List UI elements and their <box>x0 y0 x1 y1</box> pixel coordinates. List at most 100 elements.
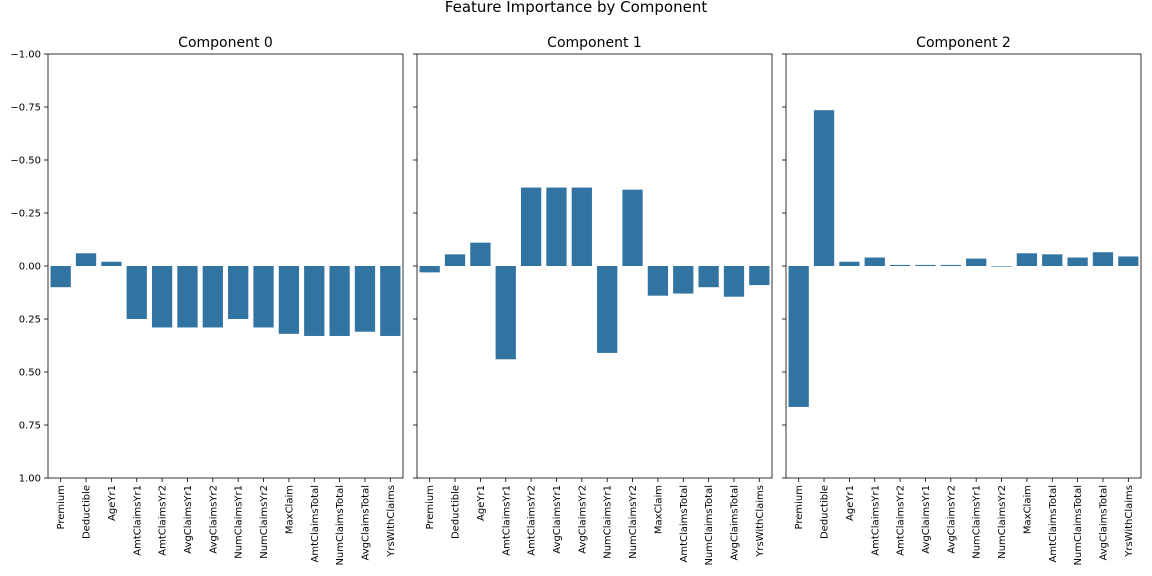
bar <box>1016 253 1038 266</box>
x-tick-label: AmtClaimsYr1 <box>870 485 881 556</box>
chart-panel-0: Component 0 −1.00 −0.75 −0.50 −0.25 0.00 0.25 0… <box>10 35 404 566</box>
bar <box>966 258 987 266</box>
bar <box>1092 252 1114 266</box>
bar <box>278 266 300 334</box>
x-tick-label: AmtClaimsYr1 <box>132 485 143 556</box>
bar <box>419 266 440 273</box>
bar <box>864 257 885 266</box>
x-tick-label: NumClaimsTotal <box>704 485 715 566</box>
x-tick-label: AgeYr1 <box>476 485 487 521</box>
x-tick-label: AmtClaimsYr2 <box>896 485 907 556</box>
x-tick-label: NumClaimsYr1 <box>603 485 614 559</box>
bar <box>940 264 961 266</box>
figure-title: Feature Importance by Component <box>445 0 708 16</box>
bar <box>571 187 592 266</box>
x-tick-label: AvgClaimsYr2 <box>208 485 219 554</box>
bar <box>520 187 542 266</box>
x-tick-label: NumClaimsYr1 <box>234 485 245 559</box>
bar <box>101 261 122 266</box>
bar <box>202 266 223 328</box>
y-tick-label: −0.75 <box>10 103 41 114</box>
x-tick-label: Deductible <box>82 485 93 539</box>
bar <box>380 266 401 336</box>
x-tick-label: AvgClaimsYr1 <box>552 485 563 554</box>
bar <box>1067 257 1088 266</box>
bar <box>177 266 198 328</box>
bar <box>329 266 350 336</box>
x-tick-label: AmtClaimsTotal <box>679 485 690 562</box>
x-tick-label: Deductible <box>820 485 831 539</box>
x-tick-label: NumClaimsYr2 <box>997 485 1008 559</box>
bar <box>673 266 694 294</box>
panel-title: Component 0 <box>178 35 273 51</box>
x-tick-label: AmtClaimsYr2 <box>527 485 538 556</box>
x-tick-label: AgeYr1 <box>845 485 856 521</box>
bar <box>126 266 147 319</box>
y-tick-label: 0.50 <box>19 368 41 379</box>
y-tick-label: −1.00 <box>10 50 41 61</box>
x-tick-label: MaxClaim <box>1022 485 1033 534</box>
bar <box>788 266 809 407</box>
bar <box>495 266 516 360</box>
bar <box>889 264 911 266</box>
x-tick-label: AmtClaimsYr2 <box>158 485 169 556</box>
bar <box>253 266 274 328</box>
bar <box>75 253 97 266</box>
x-tick-label: AvgClaimsTotal <box>360 485 371 561</box>
x-tick-label: NumClaimsYr2 <box>259 485 270 559</box>
x-tick-label: Premium <box>794 485 805 530</box>
bar <box>622 189 643 266</box>
x-tick-label: YrsWithClaims <box>1124 485 1135 558</box>
bar <box>813 110 835 267</box>
y-tick-label: 0.25 <box>19 315 41 326</box>
y-tick-label: −0.50 <box>10 156 41 167</box>
bar <box>749 266 770 286</box>
x-tick-label: MaxClaim <box>653 485 664 534</box>
bar <box>915 264 936 266</box>
bar <box>50 266 71 288</box>
x-tick-label: AvgClaimsYr2 <box>946 485 957 554</box>
bar <box>723 266 745 297</box>
x-tick-label: AvgClaimsTotal <box>1098 485 1109 561</box>
x-tick-label: Premium <box>425 485 436 530</box>
x-tick-label: AgeYr1 <box>107 485 118 521</box>
bar <box>228 266 249 319</box>
x-tick-label: AmtClaimsTotal <box>1048 485 1059 562</box>
bar <box>470 242 491 266</box>
bar <box>151 266 173 328</box>
x-tick-label: NumClaimsTotal <box>335 485 346 566</box>
x-tick-label: AvgClaimsYr2 <box>577 485 588 554</box>
x-tick-label: AvgClaimsYr1 <box>183 485 194 554</box>
bar <box>839 261 860 266</box>
x-tick-label: YrsWithClaims <box>386 485 397 558</box>
x-tick-label: MaxClaim <box>284 485 295 534</box>
chart-panel-2: Component 2 Premium Deductible AgeYr1 AmtCla… <box>782 35 1142 566</box>
chart-panel-1: Component 1 Premium Deductible AgeYr1 AmtCla… <box>413 35 773 566</box>
bar <box>546 187 567 266</box>
x-tick-label: NumClaimsTotal <box>1073 485 1084 566</box>
bar <box>647 266 669 296</box>
bar <box>597 266 618 353</box>
x-tick-label: NumClaimsYr1 <box>972 485 983 559</box>
x-tick-label: NumClaimsYr2 <box>628 485 639 559</box>
x-tick-label: AvgClaimsTotal <box>729 485 740 561</box>
bar <box>304 266 325 336</box>
y-tick-label: 0.00 <box>19 262 41 273</box>
bar <box>1118 256 1139 266</box>
y-tick-label: 1.00 <box>19 474 41 485</box>
panel-title: Component 1 <box>547 35 642 51</box>
panel-title: Component 2 <box>916 35 1011 51</box>
x-tick-label: Deductible <box>451 485 462 539</box>
x-tick-label: YrsWithClaims <box>755 485 766 558</box>
x-tick-label: AvgClaimsYr1 <box>921 485 932 554</box>
bar <box>698 266 719 288</box>
bar <box>354 266 376 332</box>
x-tick-label: AmtClaimsYr1 <box>501 485 512 556</box>
y-tick-label: 0.75 <box>19 421 41 432</box>
x-tick-label: AmtClaimsTotal <box>310 485 321 562</box>
x-tick-label: Premium <box>56 485 67 530</box>
bar <box>1042 254 1063 266</box>
y-tick-label: −0.25 <box>10 209 41 220</box>
bar <box>991 266 1012 267</box>
